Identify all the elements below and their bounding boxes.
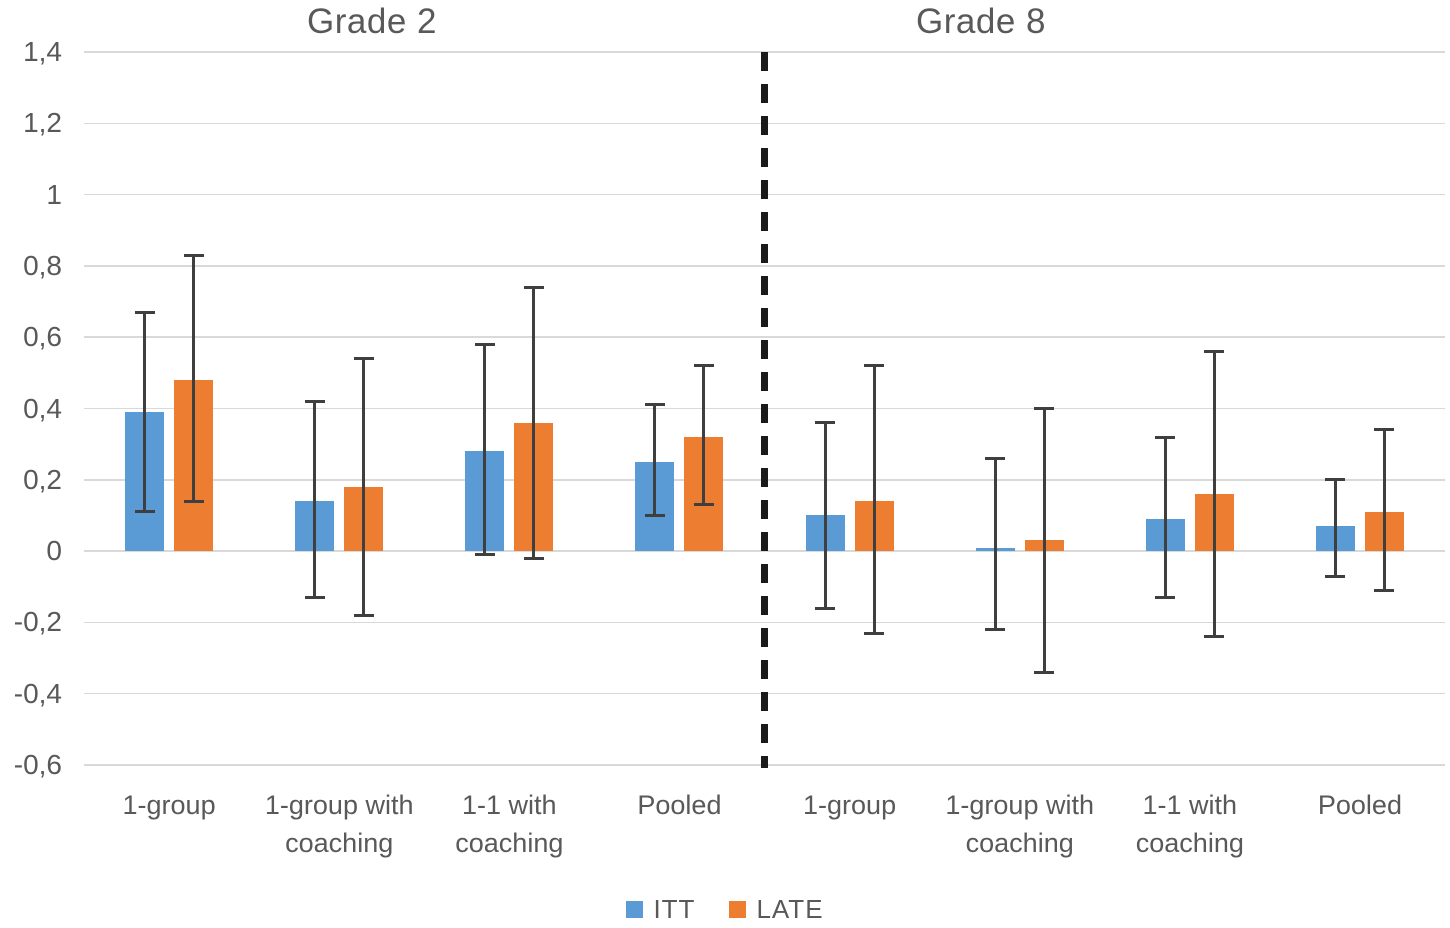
error-bar-cap-top	[134, 310, 155, 314]
error-bar-cap-bottom	[693, 503, 714, 507]
y-axis-tick-label: -0,6	[13, 749, 62, 780]
error-bar-cap-top	[815, 421, 836, 425]
error-bar-line	[1042, 408, 1046, 673]
error-bar-cap-bottom	[353, 613, 374, 617]
y-axis-tick-label: 0	[46, 535, 62, 567]
legend-label-itt: ITT	[653, 894, 696, 924]
error-bar-line	[993, 458, 997, 630]
error-bar-line	[192, 255, 196, 502]
y-axis-tick-label: 1,4	[23, 36, 62, 67]
error-bar-cap-bottom	[644, 513, 665, 517]
error-bar-cap-top	[693, 364, 714, 368]
error-bar-line	[362, 358, 366, 616]
y-axis-tick-label: -0,2	[13, 606, 62, 638]
category-label: 1-group	[803, 790, 897, 820]
error-bar-line	[823, 422, 827, 609]
error-bar-line	[1382, 429, 1386, 591]
y-axis-tick-label: 0,4	[23, 392, 62, 424]
category-label: 1-1 with coaching	[1135, 790, 1244, 858]
error-bar-cap-top	[864, 364, 885, 368]
error-bar-cap-bottom	[183, 499, 204, 503]
error-bar-cap-bottom	[815, 606, 836, 610]
error-bar-line	[483, 344, 487, 555]
error-bar-line	[1333, 479, 1337, 577]
y-axis-tick-label: 1,2	[23, 107, 62, 139]
panel-title-grade8: Grade 8	[916, 2, 1046, 41]
legend: ITT LATE	[0, 894, 1450, 925]
error-bar-cap-top	[644, 403, 665, 407]
category-label: 1-group with coaching	[945, 790, 1094, 858]
category-label: 1-group	[122, 790, 216, 820]
error-bar-cap-top	[1155, 435, 1176, 439]
error-bar-cap-top	[1204, 349, 1225, 353]
error-bar-cap-bottom	[1155, 595, 1176, 599]
late-legend-swatch-icon	[729, 901, 747, 918]
error-bar-line	[872, 365, 876, 634]
legend-item-late: LATE	[729, 894, 823, 925]
error-bar-cap-bottom	[1325, 574, 1346, 578]
category-label: Pooled	[1317, 790, 1402, 820]
y-axis-tick-label: 0,6	[23, 321, 62, 353]
y-axis-tick-label: 1	[46, 178, 62, 210]
error-bar-cap-top	[1325, 478, 1346, 482]
error-bar-cap-top	[474, 342, 495, 346]
itt-legend-swatch-icon	[626, 901, 644, 918]
error-bar-cap-bottom	[1034, 670, 1055, 674]
error-bar-cap-top	[1374, 428, 1395, 432]
error-bar-cap-bottom	[523, 556, 544, 560]
error-bar-line	[1163, 437, 1167, 598]
y-axis-tick-label: 0,8	[23, 249, 62, 281]
category-label: 1-1 with coaching	[455, 790, 564, 858]
error-bar-cap-bottom	[864, 631, 885, 635]
panel-title-grade2: Grade 2	[307, 2, 437, 41]
error-bar-cap-top	[985, 456, 1006, 460]
error-bar-cap-bottom	[1204, 635, 1225, 639]
error-bar-cap-top	[1034, 407, 1055, 410]
error-bar-cap-top	[304, 399, 325, 403]
error-bar-line	[532, 287, 536, 559]
error-bar-cap-top	[523, 285, 544, 289]
error-bar-cap-bottom	[304, 595, 325, 599]
error-bar-line	[653, 404, 657, 516]
error-bar-cap-bottom	[134, 510, 155, 514]
error-bar-line	[1212, 351, 1216, 637]
category-label: 1-group with coaching	[264, 790, 414, 858]
legend-label-late: LATE	[756, 894, 824, 924]
error-bar-cap-bottom	[1374, 588, 1395, 592]
legend-item-itt: ITT	[626, 894, 695, 925]
error-bar-line	[143, 312, 147, 512]
panel-divider	[761, 52, 768, 768]
error-bar-cap-top	[183, 253, 204, 257]
category-label: Pooled	[637, 790, 722, 820]
y-axis-tick-label: -0,4	[13, 677, 62, 709]
error-bar-cap-top	[353, 357, 374, 361]
error-bar-cap-bottom	[985, 628, 1006, 632]
y-axis-tick-label: 0,2	[23, 463, 62, 495]
error-bar-line	[702, 365, 706, 505]
error-bar-cap-bottom	[474, 553, 495, 557]
error-bar-line	[313, 401, 317, 598]
